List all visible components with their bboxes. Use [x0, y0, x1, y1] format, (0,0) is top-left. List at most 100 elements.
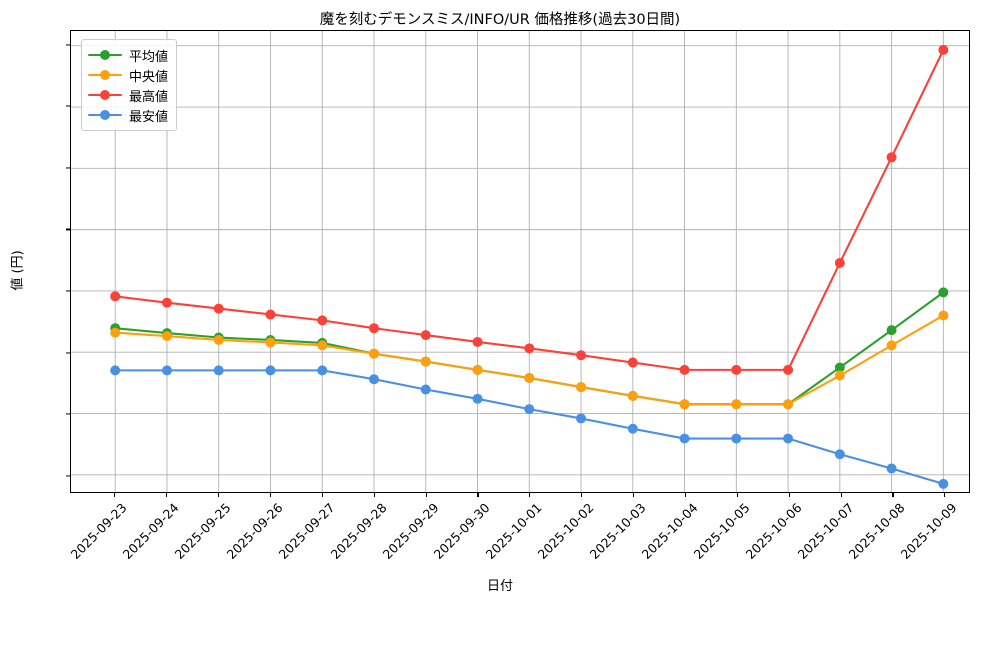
data-point: [420, 356, 431, 367]
data-point: [524, 404, 535, 415]
data-point: [472, 336, 483, 347]
x-tick-mark: [114, 493, 116, 497]
data-point: [886, 340, 897, 351]
data-point: [783, 364, 794, 375]
y-tick-mark: [66, 413, 70, 415]
data-point: [834, 449, 845, 460]
y-tick-mark: [66, 228, 70, 231]
legend-marker-icon: [88, 68, 122, 82]
data-point: [161, 331, 172, 342]
y-axis-label: 値 (円): [10, 250, 26, 291]
series-line: [114, 314, 945, 406]
x-tick-mark: [684, 493, 687, 497]
series-line: [114, 48, 945, 371]
data-point: [627, 390, 638, 401]
data-point: [834, 362, 845, 373]
legend-item-label: 最高値: [129, 89, 169, 105]
data-point: [213, 365, 224, 376]
data-point: [834, 370, 845, 381]
data-point: [265, 337, 276, 348]
data-point: [524, 372, 535, 383]
data-point: [783, 433, 794, 444]
data-point: [110, 365, 121, 376]
data-point: [679, 399, 690, 410]
data-point: [420, 384, 431, 395]
x-tick-mark: [321, 493, 323, 497]
data-point: [161, 365, 172, 376]
data-point: [161, 297, 172, 308]
legend-item-label: 平均値: [129, 49, 169, 65]
data-point: [576, 382, 587, 393]
chart-legend: 平均値中央値最高値最安値: [81, 39, 178, 131]
x-tick-mark: [633, 493, 635, 497]
x-tick-mark: [269, 493, 272, 497]
x-tick-mark: [166, 493, 168, 497]
series-4: [110, 365, 949, 489]
series-lines: [110, 44, 949, 489]
x-axis-label: 日付: [486, 579, 513, 594]
data-point: [938, 478, 949, 489]
data-point: [938, 310, 949, 321]
data-point: [110, 291, 121, 302]
legend-item-label: 最安値: [129, 109, 169, 125]
legend-marker-icon: [88, 88, 122, 102]
x-tick-mark: [373, 493, 375, 497]
data-point: [679, 364, 690, 375]
y-tick-mark: [66, 352, 70, 354]
data-point: [938, 44, 949, 55]
chart-title: 魔を刻むデモンスミス/INFO/UR 価格推移(過去30日間): [319, 12, 681, 28]
legend-item[interactable]: 平均値: [88, 45, 168, 65]
data-point: [317, 315, 328, 326]
x-tick-mark: [840, 493, 842, 497]
x-tick-mark: [788, 493, 790, 497]
x-tick-mark: [529, 493, 531, 497]
data-point: [627, 423, 638, 434]
legend-item[interactable]: 最高値: [88, 85, 168, 105]
x-tick-mark: [425, 493, 427, 497]
data-point: [213, 303, 224, 314]
x-tick-mark: [477, 493, 479, 497]
series-3: [110, 44, 949, 375]
data-point: [369, 348, 379, 359]
data-point: [627, 357, 638, 368]
data-point: [265, 365, 276, 376]
y-tick-mark: [66, 290, 70, 292]
plot-area: [70, 30, 970, 493]
data-point: [420, 330, 431, 341]
x-tick-mark: [944, 493, 946, 497]
data-point: [783, 399, 794, 410]
legend-item-label: 中央値: [129, 69, 169, 85]
x-tick-mark: [892, 493, 894, 497]
series-2: [110, 310, 949, 410]
data-point: [369, 323, 379, 334]
data-point: [576, 413, 587, 424]
data-point: [317, 340, 328, 351]
y-tick-mark: [66, 44, 70, 46]
legend-marker-icon: [88, 108, 122, 122]
data-point: [213, 334, 224, 345]
x-tick-mark: [581, 493, 583, 497]
data-point: [731, 433, 742, 444]
data-point: [731, 364, 742, 375]
data-point: [472, 364, 483, 375]
data-point: [472, 393, 483, 404]
legend-item[interactable]: 最安値: [88, 105, 168, 125]
y-tick-mark: [66, 475, 70, 477]
data-point: [938, 287, 949, 298]
data-point: [576, 350, 587, 361]
data-point: [886, 463, 897, 474]
legend-item[interactable]: 中央値: [88, 65, 168, 85]
data-point: [110, 327, 121, 338]
data-point: [886, 152, 897, 163]
x-tick-mark: [218, 493, 220, 497]
data-point: [834, 257, 845, 268]
legend-marker-icon: [88, 48, 122, 62]
data-point: [679, 433, 690, 444]
data-point: [317, 365, 328, 376]
y-tick-mark: [66, 105, 70, 107]
chart-figure: 魔を刻むデモンスミス/INFO/UR 価格推移(過去30日間) 値 (円) 日付…: [10, 12, 970, 594]
grid-lines: [71, 31, 969, 492]
data-point: [886, 325, 897, 336]
data-point: [265, 309, 276, 320]
y-tick-mark: [66, 167, 70, 169]
